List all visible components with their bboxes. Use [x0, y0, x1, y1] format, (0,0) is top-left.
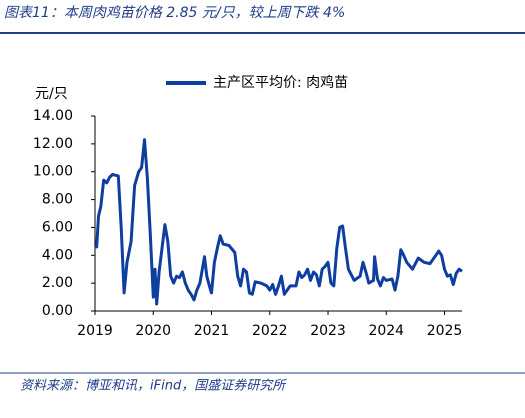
x-tick-label: 2019 [77, 323, 113, 339]
source-note: 资料来源：博亚和讯，iFind，国盛证券研究所 [20, 378, 287, 394]
y-tick-label: 10.00 [33, 164, 73, 180]
x-tick-label: 2020 [135, 323, 171, 339]
y-axis-unit: 元/只 [35, 86, 68, 102]
x-tick-label: 2024 [368, 323, 404, 339]
y-tick-label: 0.00 [42, 303, 73, 319]
y-tick-label: 2.00 [42, 275, 73, 291]
legend-label: 主产区平均价: 肉鸡苗 [213, 74, 348, 91]
y-tick-label: 6.00 [42, 219, 73, 235]
x-tick-label: 2025 [427, 323, 463, 339]
x-tick-label: 2023 [310, 323, 346, 339]
data-line [93, 138, 463, 306]
y-tick-label: 4.00 [42, 247, 73, 263]
y-tick-label: 8.00 [42, 192, 73, 208]
chart-title: 图表11：本周肉鸡苗价格 2.85 元/只，较上周下跌 4% [4, 5, 345, 21]
x-tick-label: 2022 [252, 323, 288, 339]
x-tick-label: 2021 [194, 323, 230, 339]
y-tick-label: 14.00 [33, 108, 73, 124]
y-tick-label: 12.00 [33, 136, 73, 152]
